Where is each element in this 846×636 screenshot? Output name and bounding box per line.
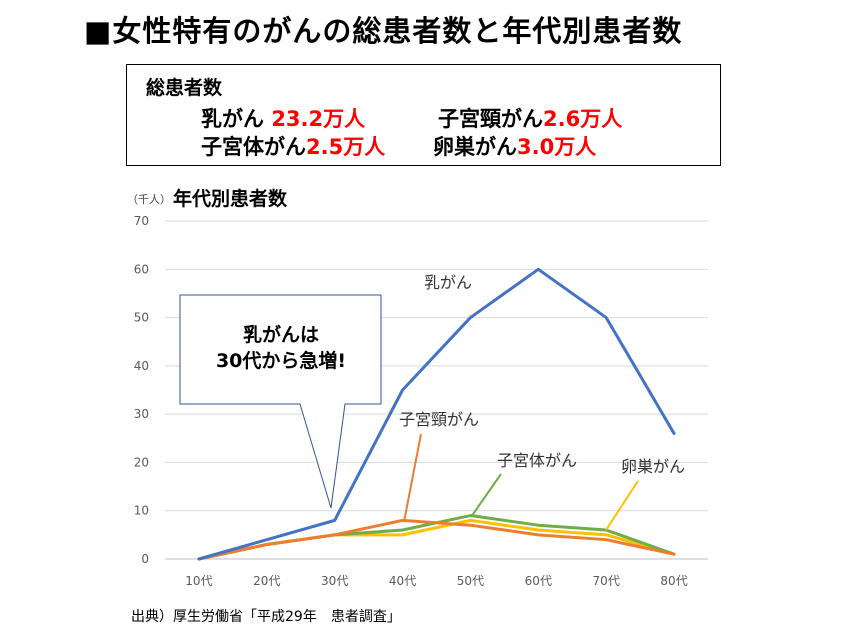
x-tick-label: 40代 <box>389 574 416 588</box>
x-tick-label: 30代 <box>321 574 348 588</box>
y-tick-label: 70 <box>134 214 149 228</box>
total-patients-box: 総患者数 乳がん 23.2万人 子宮頸がん2.6万人 子宮体がん2.5万人 卵巣… <box>126 64 721 166</box>
y-tick-label: 10 <box>134 504 149 518</box>
series-line <box>197 518 676 561</box>
summary-cervical-value: 2.6万人 <box>543 107 623 131</box>
callout-text: 乳がんは 30代から急増! <box>183 322 379 374</box>
series-leader-line <box>470 473 502 518</box>
series-line <box>197 267 676 561</box>
summary-ovarian: 卵巣がん3.0万人 <box>433 131 596 161</box>
summary-endometrial: 子宮体がん2.5万人 <box>201 131 385 161</box>
series-leader-line <box>403 433 422 523</box>
summary-endometrial-name: 子宮体がん <box>201 135 306 159</box>
x-tick-label: 60代 <box>525 574 552 588</box>
summary-breast-value: 23.2万人 <box>271 107 366 131</box>
callout-line-2: 30代から急増! <box>215 350 347 372</box>
y-axis-unit: （千人） <box>127 193 171 206</box>
y-tick-label: 40 <box>134 359 149 373</box>
summary-breast-name: 乳がん <box>201 107 272 131</box>
y-tick-label: 60 <box>134 262 149 276</box>
summary-breast: 乳がん 23.2万人 <box>201 103 365 133</box>
source-note: 出典）厚生労働省「平成29年 患者調査」 <box>131 609 401 625</box>
callout-line-1: 乳がんは <box>242 324 319 346</box>
series-label: 乳がん <box>424 273 472 292</box>
x-tick-label: 80代 <box>660 574 687 588</box>
x-tick-label: 70代 <box>593 574 620 588</box>
summary-cervical-name: 子宮頸がん <box>438 107 543 131</box>
x-tick-label: 10代 <box>185 574 212 588</box>
y-tick-label: 30 <box>134 407 149 421</box>
series-label: 子宮体がん <box>497 451 577 470</box>
summary-ovarian-value: 3.0万人 <box>517 135 597 159</box>
x-tick-label: 50代 <box>457 574 484 588</box>
summary-ovarian-name: 卵巣がん <box>433 135 517 159</box>
series-leader-line <box>605 480 639 531</box>
chart-title: 年代別患者数 <box>173 188 288 210</box>
y-tick-label: 20 <box>134 455 149 469</box>
callout-box <box>179 294 382 509</box>
series-label: 卵巣がん <box>621 457 685 476</box>
summary-cervical: 子宮頸がん2.6万人 <box>438 103 622 133</box>
summary-endometrial-value: 2.5万人 <box>306 135 386 159</box>
total-patients-label: 総患者数 <box>146 77 223 99</box>
x-tick-label: 20代 <box>253 574 280 588</box>
page-title: ■女性特有のがんの総患者数と年代別患者数 <box>84 14 683 48</box>
series-label: 子宮頸がん <box>399 410 479 429</box>
y-tick-label: 0 <box>141 552 149 566</box>
y-tick-label: 50 <box>134 311 149 325</box>
